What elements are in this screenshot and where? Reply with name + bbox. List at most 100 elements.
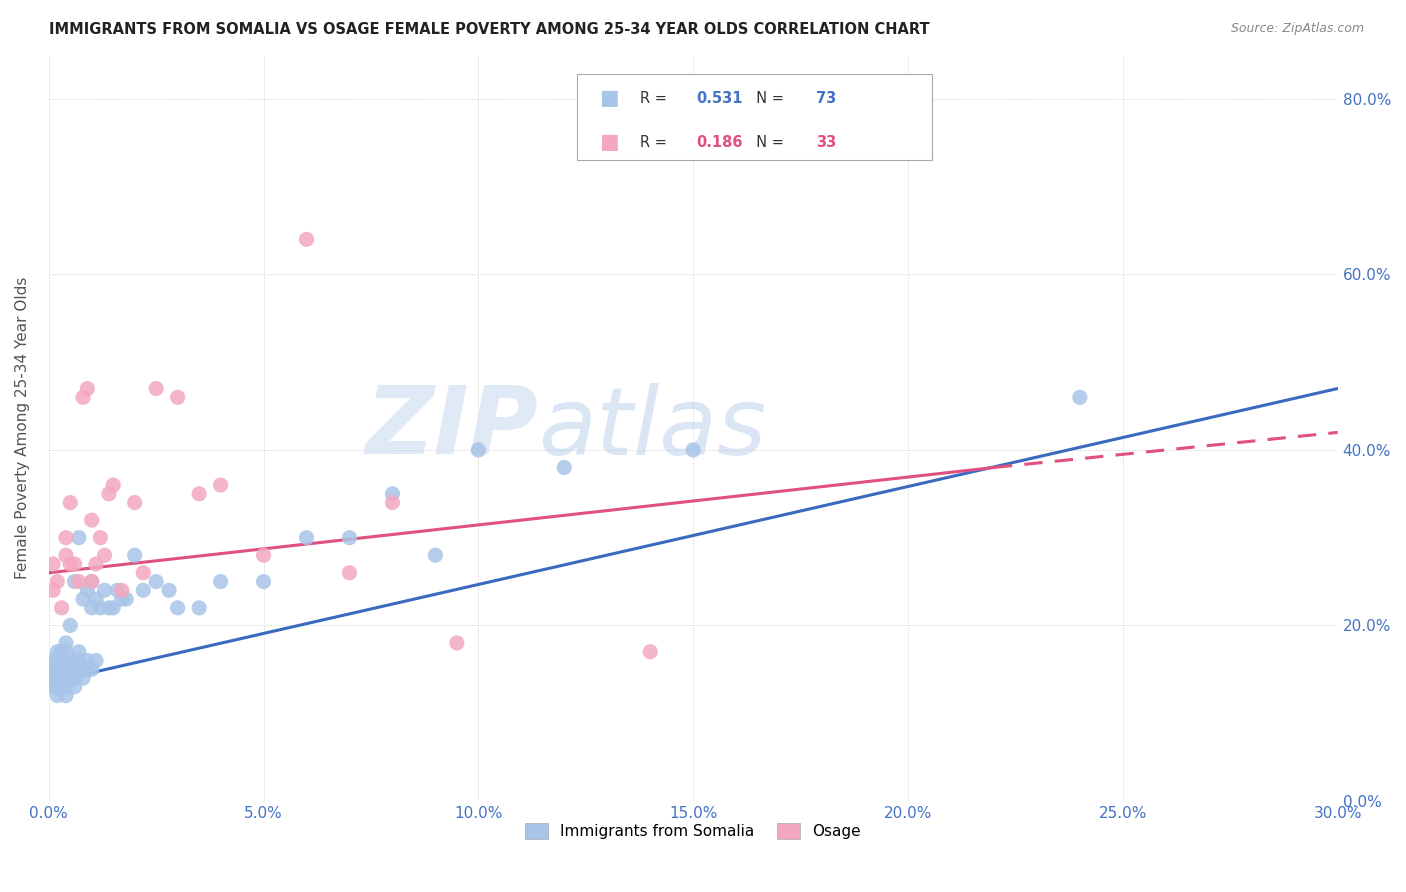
Point — [103, 600, 125, 615]
Point — [44, 680, 66, 694]
Point — [51, 653, 73, 667]
Point — [188, 487, 211, 501]
Point — [103, 478, 125, 492]
Point — [55, 636, 77, 650]
Point — [51, 645, 73, 659]
Point — [446, 636, 468, 650]
Point — [725, 119, 748, 133]
Point — [252, 574, 274, 589]
Point — [209, 574, 232, 589]
Point — [84, 557, 107, 571]
Point — [55, 662, 77, 676]
Point — [63, 680, 86, 694]
FancyBboxPatch shape — [578, 74, 932, 160]
Point — [42, 557, 65, 571]
Point — [55, 653, 77, 667]
Point — [67, 531, 90, 545]
Point — [295, 232, 318, 246]
Point — [59, 653, 82, 667]
Point — [46, 653, 69, 667]
Text: N =: N = — [748, 135, 789, 150]
Point — [67, 662, 90, 676]
Point — [67, 645, 90, 659]
Point — [63, 662, 86, 676]
Point — [80, 574, 103, 589]
Point — [80, 513, 103, 527]
Point — [48, 680, 70, 694]
Point — [63, 557, 86, 571]
Point — [67, 574, 90, 589]
Point — [44, 662, 66, 676]
Point — [67, 653, 90, 667]
Point — [51, 662, 73, 676]
Y-axis label: Female Poverty Among 25-34 Year Olds: Female Poverty Among 25-34 Year Olds — [15, 277, 30, 579]
Point — [132, 566, 155, 580]
Point — [157, 583, 180, 598]
Point — [93, 583, 115, 598]
Point — [55, 671, 77, 685]
Point — [76, 653, 98, 667]
Text: IMMIGRANTS FROM SOMALIA VS OSAGE FEMALE POVERTY AMONG 25-34 YEAR OLDS CORRELATIO: IMMIGRANTS FROM SOMALIA VS OSAGE FEMALE … — [49, 22, 929, 37]
Point — [115, 592, 138, 607]
Point — [1069, 390, 1091, 404]
Point — [638, 645, 661, 659]
Point — [339, 531, 361, 545]
Point — [467, 442, 489, 457]
Point — [42, 680, 65, 694]
Point — [55, 548, 77, 562]
Point — [59, 618, 82, 632]
Point — [209, 478, 232, 492]
Point — [63, 653, 86, 667]
Point — [55, 680, 77, 694]
Point — [553, 460, 575, 475]
Text: 73: 73 — [815, 91, 837, 106]
Point — [76, 583, 98, 598]
Text: 33: 33 — [815, 135, 837, 150]
Point — [51, 671, 73, 685]
Point — [111, 583, 134, 598]
Text: 0.531: 0.531 — [696, 91, 742, 106]
Point — [46, 662, 69, 676]
Text: ZIP: ZIP — [366, 382, 538, 474]
Point — [46, 645, 69, 659]
Point — [89, 600, 111, 615]
Point — [55, 689, 77, 703]
Point — [55, 531, 77, 545]
Point — [46, 689, 69, 703]
Point — [132, 583, 155, 598]
Text: 0.186: 0.186 — [696, 135, 742, 150]
Point — [145, 382, 167, 396]
Text: ■: ■ — [599, 88, 619, 109]
Text: R =: R = — [640, 135, 672, 150]
Point — [166, 600, 188, 615]
Point — [188, 600, 211, 615]
Point — [339, 566, 361, 580]
Point — [72, 662, 94, 676]
Legend: Immigrants from Somalia, Osage: Immigrants from Somalia, Osage — [519, 817, 868, 846]
Point — [107, 583, 129, 598]
Point — [72, 671, 94, 685]
Point — [59, 671, 82, 685]
Point — [145, 574, 167, 589]
Text: R =: R = — [640, 91, 672, 106]
Point — [72, 390, 94, 404]
Text: N =: N = — [748, 91, 789, 106]
Point — [252, 548, 274, 562]
Point — [59, 557, 82, 571]
Point — [42, 583, 65, 598]
Point — [46, 671, 69, 685]
Point — [80, 662, 103, 676]
Point — [80, 574, 103, 589]
Point — [381, 487, 404, 501]
Text: atlas: atlas — [538, 383, 766, 474]
Point — [63, 574, 86, 589]
Point — [72, 592, 94, 607]
Point — [84, 592, 107, 607]
Point — [84, 653, 107, 667]
Text: Source: ZipAtlas.com: Source: ZipAtlas.com — [1230, 22, 1364, 36]
Point — [111, 592, 134, 607]
Point — [97, 600, 120, 615]
Point — [89, 531, 111, 545]
Point — [124, 548, 146, 562]
Point — [425, 548, 447, 562]
